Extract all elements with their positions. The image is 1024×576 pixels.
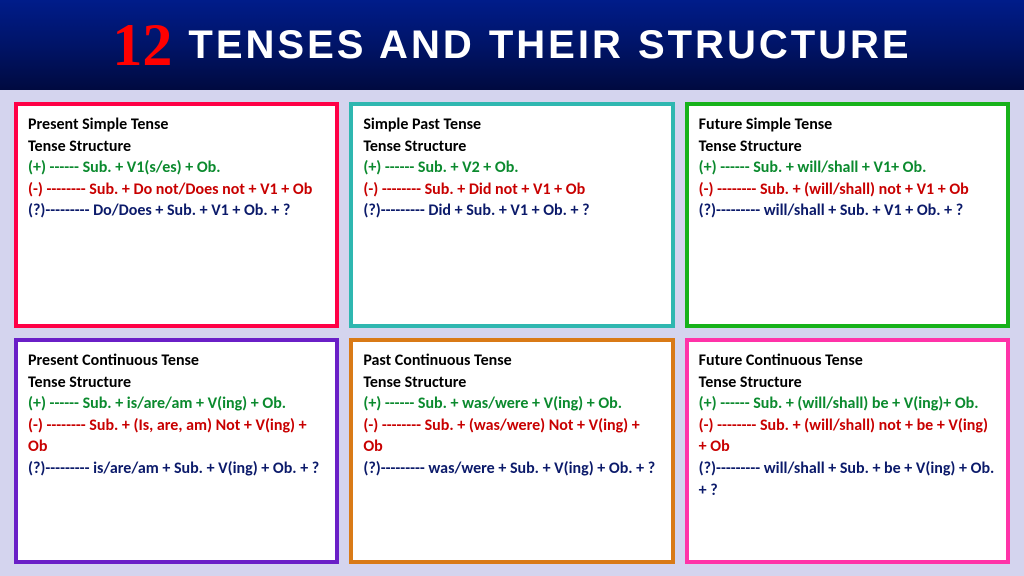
- card-subtitle: Tense Structure: [363, 372, 660, 394]
- card-title: Simple Past Tense: [363, 114, 660, 136]
- card-negative: (-) -------- Sub. + (will/shall) not + b…: [699, 415, 996, 458]
- card-future-continuous: Future Continuous Tense Tense Structure …: [685, 338, 1010, 564]
- card-question: (?)--------- will/shall + Sub. + be + V(…: [699, 458, 996, 501]
- card-title: Future Simple Tense: [699, 114, 996, 136]
- page-header: 12 TENSES AND THEIR STRUCTURE: [0, 0, 1024, 90]
- card-past-continuous: Past Continuous Tense Tense Structure (+…: [349, 338, 674, 564]
- card-subtitle: Tense Structure: [699, 372, 996, 394]
- card-present-simple: Present Simple Tense Tense Structure (+)…: [14, 102, 339, 328]
- card-simple-past: Simple Past Tense Tense Structure (+) --…: [349, 102, 674, 328]
- card-question: (?)--------- is/are/am + Sub. + V(ing) +…: [28, 458, 325, 480]
- card-subtitle: Tense Structure: [699, 136, 996, 158]
- card-title: Past Continuous Tense: [363, 350, 660, 372]
- header-title: TENSES AND THEIR STRUCTURE: [188, 23, 911, 68]
- card-positive: (+) ------ Sub. + V2 + Ob.: [363, 157, 660, 179]
- card-positive: (+) ------ Sub. + is/are/am + V(ing) + O…: [28, 393, 325, 415]
- card-subtitle: Tense Structure: [28, 372, 325, 394]
- card-title: Present Simple Tense: [28, 114, 325, 136]
- card-question: (?)--------- will/shall + Sub. + V1 + Ob…: [699, 200, 996, 222]
- card-negative: (-) -------- Sub. + Do not/Does not + V1…: [28, 179, 325, 201]
- card-subtitle: Tense Structure: [363, 136, 660, 158]
- card-negative: (-) -------- Sub. + Did not + V1 + Ob: [363, 179, 660, 201]
- card-present-continuous: Present Continuous Tense Tense Structure…: [14, 338, 339, 564]
- card-future-simple: Future Simple Tense Tense Structure (+) …: [685, 102, 1010, 328]
- card-negative: (-) -------- Sub. + (will/shall) not + V…: [699, 179, 996, 201]
- card-positive: (+) ------ Sub. + will/shall + V1+ Ob.: [699, 157, 996, 179]
- card-negative: (-) -------- Sub. + (was/were) Not + V(i…: [363, 415, 660, 458]
- card-question: (?)--------- Did + Sub. + V1 + Ob. + ?: [363, 200, 660, 222]
- card-positive: (+) ------ Sub. + (will/shall) be + V(in…: [699, 393, 996, 415]
- card-question: (?)--------- Do/Does + Sub. + V1 + Ob. +…: [28, 200, 325, 222]
- card-positive: (+) ------ Sub. + was/were + V(ing) + Ob…: [363, 393, 660, 415]
- card-title: Present Continuous Tense: [28, 350, 325, 372]
- card-title: Future Continuous Tense: [699, 350, 996, 372]
- header-number: 12: [112, 11, 172, 80]
- card-negative: (-) -------- Sub. + (Is, are, am) Not + …: [28, 415, 325, 458]
- tense-grid: Present Simple Tense Tense Structure (+)…: [0, 90, 1024, 576]
- card-subtitle: Tense Structure: [28, 136, 325, 158]
- card-positive: (+) ------ Sub. + V1(s/es) + Ob.: [28, 157, 325, 179]
- card-question: (?)--------- was/were + Sub. + V(ing) + …: [363, 458, 660, 480]
